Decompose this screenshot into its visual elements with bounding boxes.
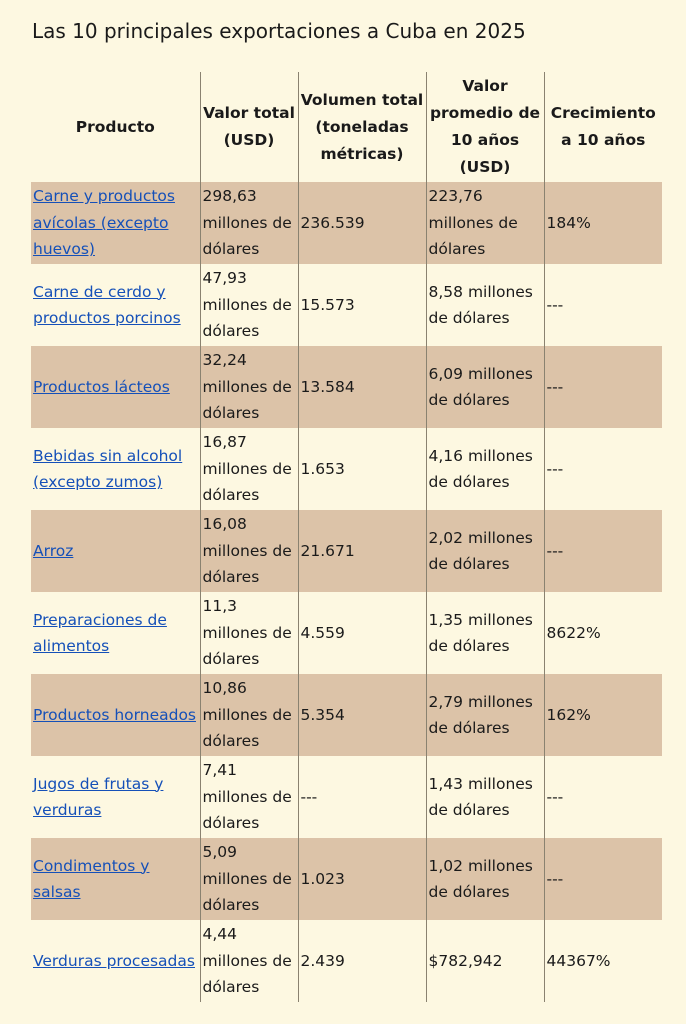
product-cell: Carne de cerdo y productos porcinos [31,264,200,346]
volume-cell: 2.439 [297,920,426,1002]
volume-cell: 13.584 [297,346,426,428]
total-value-cell: 4,44 millones de dólares [199,920,298,1002]
product-link[interactable]: Arroz [33,541,74,560]
volume-cell: --- [297,756,426,838]
total-value-cell: 298,63 millones de dólares [199,182,298,264]
table-header-row: Producto Valor total (USD) Volumen total… [31,72,662,182]
product-link[interactable]: Carne de cerdo y productos porcinos [33,282,181,328]
column-header-ten-year-growth: Crecimiento a 10 años [543,72,662,182]
product-link[interactable]: Preparaciones de alimentos [33,610,167,656]
average-value-cell: 6,09 millones de dólares [425,346,544,428]
column-header-product: Producto [75,117,155,136]
column-header-ten-year-average: Valor promedio de 10 años (USD) [425,72,544,182]
exports-table: Producto Valor total (USD) Volumen total… [31,72,662,1002]
table-row: Productos lácteos 32,24 millones de dóla… [31,346,662,428]
average-value-cell: 4,16 millones de dólares [425,428,544,510]
average-value-cell: 2,79 millones de dólares [425,674,544,756]
table-row: Bebidas sin alcohol (excepto zumos) 16,8… [31,428,662,510]
total-value-cell: 5,09 millones de dólares [199,838,298,920]
growth-cell: 44367% [543,920,662,1002]
table-row: Carne de cerdo y productos porcinos 47,9… [31,264,662,346]
total-value-cell: 47,93 millones de dólares [199,264,298,346]
growth-cell: --- [543,346,662,428]
product-link[interactable]: Verduras procesadas [33,951,195,970]
growth-cell: 8622% [543,592,662,674]
growth-cell: 162% [543,674,662,756]
table-row: Verduras procesadas 4,44 millones de dól… [31,920,662,1002]
total-value-cell: 16,87 millones de dólares [199,428,298,510]
growth-cell: --- [543,838,662,920]
table-row: Jugos de frutas y verduras 7,41 millones… [31,756,662,838]
average-value-cell: 223,76 millones de dólares [425,182,544,264]
product-cell: Jugos de frutas y verduras [31,756,200,838]
product-cell: Verduras procesadas [31,920,200,1002]
total-value-cell: 10,86 millones de dólares [199,674,298,756]
column-header-total-value: Valor total (USD) [199,72,298,182]
average-value-cell: 2,02 millones de dólares [425,510,544,592]
total-value-cell: 16,08 millones de dólares [199,510,298,592]
growth-cell: 184% [543,182,662,264]
growth-cell: --- [543,428,662,510]
average-value-cell: 1,02 millones de dólares [425,838,544,920]
total-value-cell: 11,3 millones de dólares [199,592,298,674]
table-row: Carne y productos avícolas (excepto huev… [31,182,662,264]
product-link[interactable]: Productos horneados [33,705,196,724]
total-value-cell: 32,24 millones de dólares [199,346,298,428]
page-title: Las 10 principales exportaciones a Cuba … [32,19,526,43]
column-header-total-volume: Volumen total (toneladas métricas) [297,72,426,182]
volume-cell: 236.539 [297,182,426,264]
product-cell: Preparaciones de alimentos [31,592,200,674]
table-row: Arroz 16,08 millones de dólares 21.671 2… [31,510,662,592]
table-row: Productos horneados 10,86 millones de dó… [31,674,662,756]
product-cell: Arroz [31,510,200,592]
product-link[interactable]: Condimentos y salsas [33,856,150,902]
total-value-cell: 7,41 millones de dólares [199,756,298,838]
product-cell: Productos horneados [31,674,200,756]
average-value-cell: 1,35 millones de dólares [425,592,544,674]
product-link[interactable]: Carne y productos avícolas (excepto huev… [33,187,175,259]
product-cell: Carne y productos avícolas (excepto huev… [31,182,200,264]
volume-cell: 15.573 [297,264,426,346]
product-link[interactable]: Productos lácteos [33,377,170,396]
average-value-cell: 1,43 millones de dólares [425,756,544,838]
volume-cell: 4.559 [297,592,426,674]
product-cell: Bebidas sin alcohol (excepto zumos) [31,428,200,510]
volume-cell: 1.023 [297,838,426,920]
growth-cell: --- [543,264,662,346]
table-row: Condimentos y salsas 5,09 millones de dó… [31,838,662,920]
growth-cell: --- [543,510,662,592]
volume-cell: 5.354 [297,674,426,756]
volume-cell: 21.671 [297,510,426,592]
product-cell: Productos lácteos [31,346,200,428]
product-cell: Condimentos y salsas [31,838,200,920]
table-row: Preparaciones de alimentos 11,3 millones… [31,592,662,674]
growth-cell: --- [543,756,662,838]
product-link[interactable]: Bebidas sin alcohol (excepto zumos) [33,446,183,492]
volume-cell: 1.653 [297,428,426,510]
average-value-cell: $782,942 [425,920,544,1002]
average-value-cell: 8,58 millones de dólares [425,264,544,346]
product-link[interactable]: Jugos de frutas y verduras [33,774,164,820]
